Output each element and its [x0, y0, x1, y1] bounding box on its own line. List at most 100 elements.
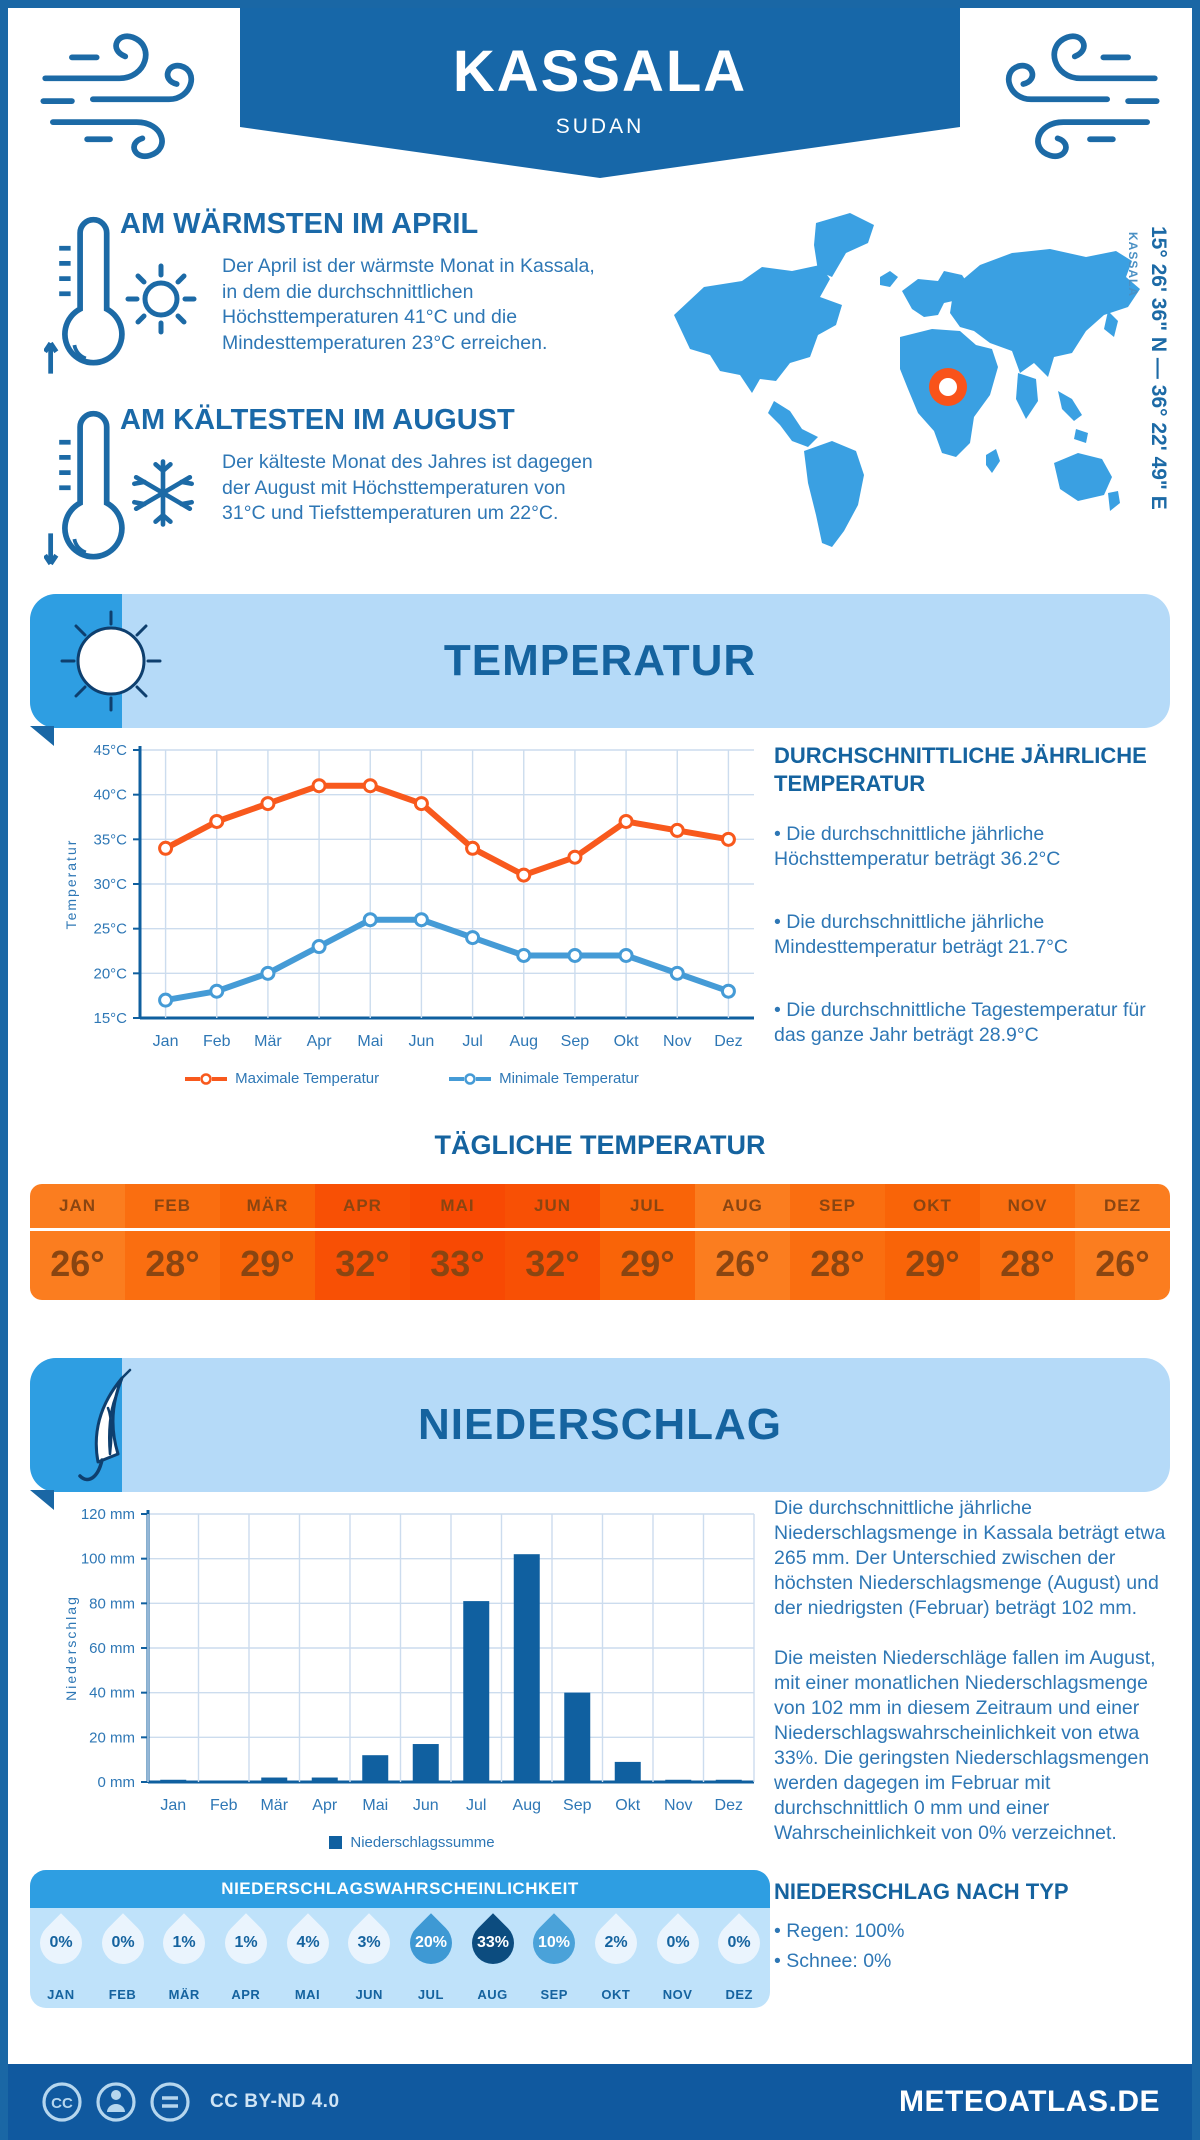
daily-temp-value: 28° — [1000, 1243, 1055, 1284]
daily-temp-month: MAI — [410, 1184, 505, 1231]
svg-text:Aug: Aug — [510, 1033, 538, 1050]
daily-temp-month: JAN — [30, 1184, 125, 1231]
daily-temp-cell: JUL 29° — [600, 1184, 695, 1300]
probability-cell: 33% AUG — [462, 1908, 524, 2008]
min-line-marker-icon — [449, 1072, 492, 1085]
license-block: CC CC BY-ND 4.0 — [40, 2080, 340, 2124]
precipitation-paragraph: Die meisten Niederschläge fallen im Augu… — [774, 1647, 1156, 1844]
raindrop-icon: 3% — [339, 1913, 399, 1973]
probability-drops: 0% JAN 0% FEB 1% MÄR 1% APR 4% MAI 3% JUN 20% JUL 33% A… — [30, 1908, 770, 2008]
coldest-heading: AM KÄLTESTEN IM AUGUST — [120, 404, 515, 436]
sun-icon — [120, 258, 202, 340]
probability-month: FEB — [108, 1987, 137, 2002]
svg-text:CC: CC — [51, 2095, 73, 2112]
temperature-chart: 15°C 20°C 25°C 30°C 35°C 40°C 45°C Jan Feb Mär Apr… — [62, 734, 762, 1064]
svg-text:Mär: Mär — [254, 1033, 282, 1050]
banner-fold — [30, 1490, 54, 1510]
probability-value: 0% — [49, 1934, 73, 1951]
raindrop-icon: 20% — [401, 1913, 461, 1973]
legend-max-label: Maximale Temperatur — [235, 1070, 380, 1087]
map-coordinates: 15° 26' 36" N — 36° 22' 49" E — [1147, 226, 1170, 510]
svg-text:45°C: 45°C — [93, 742, 127, 759]
probability-value: 0% — [727, 1934, 751, 1951]
probability-month: AUG — [477, 1987, 508, 2002]
daily-temp-value: 28° — [810, 1243, 865, 1284]
raindrop-icon: 1% — [216, 1913, 276, 1973]
precipitation-chart: 0 mm 20 mm 40 mm 60 mm 80 mm 100 mm 120 mm Jan F… — [62, 1498, 762, 1828]
svg-text:15°C: 15°C — [93, 1010, 127, 1027]
probability-value: 2% — [604, 1934, 628, 1951]
attribution-person-icon — [96, 2082, 136, 2122]
probability-month: MÄR — [168, 1987, 200, 2002]
probability-value: 10% — [538, 1934, 571, 1951]
header-banner: KASSALA SUDAN — [240, 8, 960, 178]
probability-cell: 4% MAI — [277, 1908, 339, 2008]
daily-temp-month: DEZ — [1075, 1184, 1170, 1231]
daily-temp-month: MÄR — [220, 1184, 315, 1231]
daily-temp-value: 33° — [430, 1243, 485, 1284]
probability-cell: 0% JAN — [30, 1908, 92, 2008]
svg-text:Feb: Feb — [210, 1797, 238, 1814]
daily-temp-value: 28° — [145, 1243, 200, 1284]
daily-temp-cell: DEZ 26° — [1075, 1184, 1170, 1300]
probability-value: 0% — [665, 1934, 690, 1951]
raindrop-icon: 4% — [277, 1913, 338, 1973]
max-line-marker-icon — [185, 1072, 228, 1085]
precipitation-type-heading: NIEDERSCHLAG NACH TYP — [774, 1879, 1069, 1904]
raindrop-icon: 1% — [154, 1913, 214, 1973]
probability-month: NOV — [662, 1987, 693, 2002]
world-map — [656, 193, 1140, 568]
precipitation-legend: Niederschlagssumme — [62, 1834, 762, 1851]
precipitation-type-bullet: • Regen: 100% — [774, 1920, 905, 1942]
svg-text:Jun: Jun — [413, 1797, 439, 1814]
daily-temp-month: JUL — [600, 1184, 695, 1231]
probability-value: 33% — [476, 1934, 509, 1951]
probability-value: 1% — [172, 1934, 196, 1951]
svg-text:Dez: Dez — [715, 1797, 743, 1814]
daily-temp-value: 32° — [525, 1243, 580, 1284]
svg-text:Jun: Jun — [409, 1033, 435, 1050]
svg-text:Feb: Feb — [203, 1033, 231, 1050]
precipitation-paragraph: Die durchschnittliche jährliche Niedersc… — [774, 1497, 1166, 1619]
annual-temperature-summary: DURCHSCHNITTLICHE JÄHRLICHE TEMPERATUR •… — [774, 742, 1178, 1073]
precipitation-type-bullet: • Schnee: 0% — [774, 1950, 892, 1972]
summary-bullet: • Die durchschnittliche jährliche Mindes… — [774, 911, 1068, 958]
daily-temp-cell: JUN 32° — [505, 1184, 600, 1300]
probability-cell: 0% NOV — [647, 1908, 709, 2008]
wind-icon — [30, 22, 230, 167]
svg-text:30°C: 30°C — [93, 876, 127, 893]
daily-temp-month: APR — [315, 1184, 410, 1231]
legend-sum-label: Niederschlagssumme — [350, 1834, 495, 1851]
summary-bullet: • Die durchschnittliche Tagestemperatur … — [774, 999, 1146, 1046]
raindrop-icon: 33% — [462, 1913, 523, 1973]
probability-value: 3% — [357, 1934, 381, 1951]
svg-text:35°C: 35°C — [93, 831, 127, 848]
precipitation-probability: NIEDERSCHLAGSWAHRSCHEINLICHKEIT 0% JAN 0% F… — [30, 1870, 770, 2008]
probability-cell: 10% SEP — [523, 1908, 585, 2008]
daily-temp-month: FEB — [125, 1184, 220, 1231]
legend-item-min: Minimale Temperatur — [449, 1070, 639, 1087]
daily-temp-value: 26° — [715, 1243, 770, 1284]
probability-cell: 1% MÄR — [153, 1908, 215, 2008]
svg-text:Dez: Dez — [714, 1033, 742, 1050]
probability-cell: 20% JUL — [400, 1908, 462, 2008]
svg-text:Apr: Apr — [312, 1797, 338, 1814]
daily-temp-cell: MAI 33° — [410, 1184, 505, 1300]
temperature-banner-title: TEMPERATUR — [443, 636, 757, 685]
cc-icon: CC — [42, 2082, 82, 2122]
raindrop-icon: 0% — [92, 1913, 153, 1973]
daily-temp-cell: FEB 28° — [125, 1184, 220, 1300]
daily-temp-month: JUN — [505, 1184, 600, 1231]
raindrop-icon: 2% — [586, 1913, 646, 1973]
no-derivatives-icon — [150, 2082, 190, 2122]
svg-text:Jan: Jan — [160, 1797, 186, 1814]
daily-temp-value: 29° — [905, 1243, 960, 1284]
svg-text:Nov: Nov — [664, 1797, 692, 1814]
probability-value: 0% — [110, 1934, 135, 1951]
probability-heading: NIEDERSCHLAGSWAHRSCHEINLICHKEIT — [30, 1870, 770, 1908]
svg-text:40 mm: 40 mm — [89, 1685, 135, 1702]
daily-temp-month: NOV — [980, 1184, 1075, 1231]
banner-fold — [30, 726, 54, 746]
summary-bullet: • Die durchschnittliche jährliche Höchst… — [774, 823, 1061, 870]
